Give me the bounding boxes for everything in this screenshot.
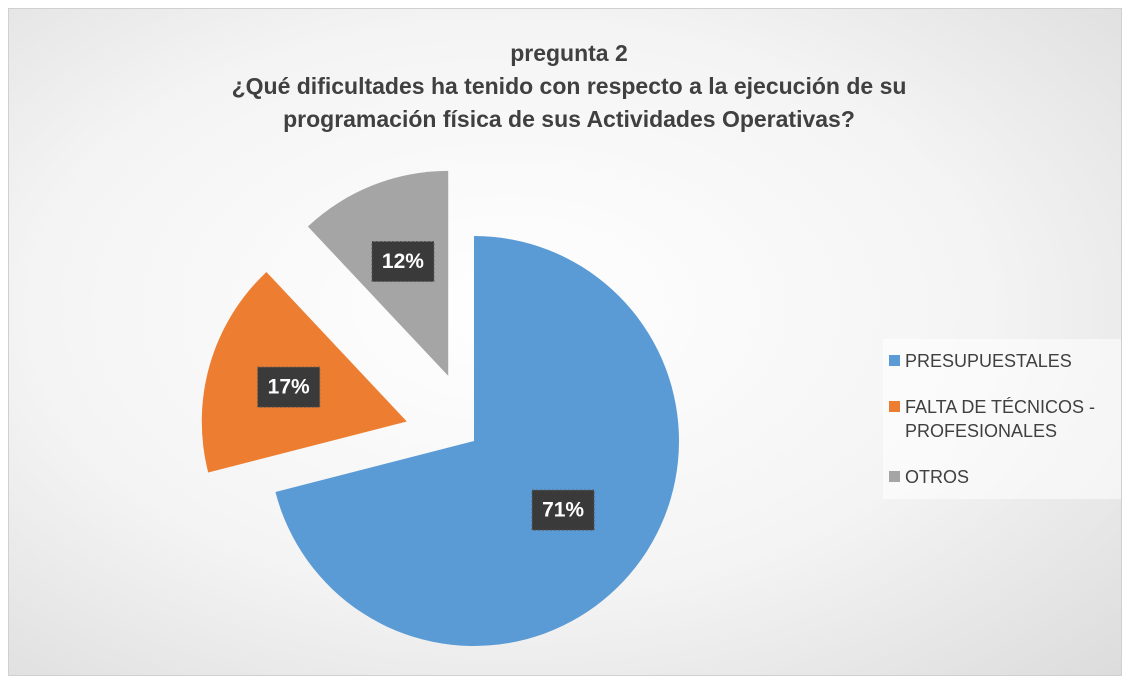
legend-label: OTROS xyxy=(905,467,970,487)
legend-entry: OTROS xyxy=(889,465,1119,489)
chart-title: pregunta 2 xyxy=(510,40,628,66)
legend-label: FALTA DE TÉCNICOS - PROFESIONALES xyxy=(905,397,1096,441)
legend: PRESUPUESTALES FALTA DE TÉCNICOS - PROFES… xyxy=(883,339,1121,499)
pie-area: 71% 17% 12% xyxy=(201,170,680,646)
data-label-box xyxy=(257,366,321,408)
title-block: pregunta 2 ¿Qué dificultades ha tenido c… xyxy=(139,37,999,136)
legend-entry: PRESUPUESTALES xyxy=(889,349,1119,373)
data-label: 17% xyxy=(268,376,310,399)
data-label: 71% xyxy=(542,499,584,522)
data-label: 12% xyxy=(382,250,424,273)
legend-swatch xyxy=(889,355,900,366)
legend-swatch xyxy=(889,401,900,412)
pie-slice xyxy=(275,236,680,646)
chart-frame: pregunta 2 ¿Qué dificultades ha tenido c… xyxy=(8,8,1122,676)
legend-entry: FALTA DE TÉCNICOS - PROFESIONALES xyxy=(889,395,1119,443)
data-label-box xyxy=(371,241,435,283)
legend-swatch xyxy=(889,471,900,482)
legend-label: PRESUPUESTALES xyxy=(905,351,1072,371)
data-label-box xyxy=(531,489,595,531)
chart-subtitle: ¿Qué dificultades ha tenido con respecto… xyxy=(231,73,907,132)
